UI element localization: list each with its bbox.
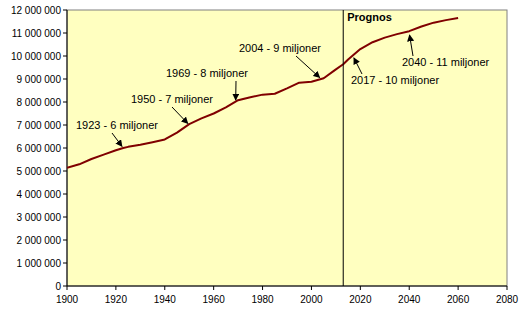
y-tick-label: 0 xyxy=(55,281,61,292)
x-tick-label: 2020 xyxy=(349,294,372,305)
y-tick xyxy=(63,194,67,195)
y-tick xyxy=(63,56,67,57)
y-tick-label: 3 000 000 xyxy=(17,212,62,223)
x-tick-label: 1940 xyxy=(154,294,177,305)
annotation-label: 2040 - 11 miljoner xyxy=(402,56,490,68)
x-tick-label: 1980 xyxy=(251,294,274,305)
x-tick-label: 2080 xyxy=(496,294,519,305)
y-tick-label: 10 000 000 xyxy=(11,51,61,62)
y-tick xyxy=(63,240,67,241)
x-tick xyxy=(409,286,410,290)
x-tick xyxy=(213,286,214,290)
annotation-label: 1969 - 8 miljoner xyxy=(166,67,248,79)
y-tick-label: 8 000 000 xyxy=(17,97,62,108)
chart-svg: 0 1 000 000 2 000 000 3 000 000 4 000 000 5 0… xyxy=(0,0,526,319)
y-tick xyxy=(63,33,67,34)
x-tick-label: 1900 xyxy=(56,294,79,305)
annotation-label: 2017 - 10 miljoner xyxy=(351,74,439,86)
x-tick xyxy=(164,286,165,290)
x-tick-label: 1960 xyxy=(203,294,226,305)
background xyxy=(0,0,526,319)
x-tick xyxy=(262,286,263,290)
y-tick xyxy=(63,125,67,126)
y-tick xyxy=(63,102,67,103)
y-tick xyxy=(63,79,67,80)
y-tick-label: 11 000 000 xyxy=(12,28,62,39)
y-tick xyxy=(63,171,67,172)
y-tick-label: 2 000 000 xyxy=(17,235,62,246)
plot-area xyxy=(67,10,507,286)
x-tick-label: 2060 xyxy=(447,294,470,305)
y-tick xyxy=(63,286,67,287)
x-tick-label: 2000 xyxy=(300,294,323,305)
annotation-label: 1950 - 7 miljoner xyxy=(131,93,213,105)
y-tick-label: 4 000 000 xyxy=(17,189,62,200)
y-tick xyxy=(63,263,67,264)
annotation-arrow xyxy=(354,58,362,74)
x-tick xyxy=(458,286,459,290)
annotation-arrow xyxy=(235,81,236,100)
annotation-arrow xyxy=(296,56,320,78)
x-axis xyxy=(67,286,507,287)
x-tick xyxy=(360,286,361,290)
x-tick xyxy=(67,286,68,290)
y-tick-label: 9 000 000 xyxy=(17,74,62,85)
y-tick xyxy=(63,10,67,11)
annotation-arrow xyxy=(410,35,413,56)
y-tick-label: 6 000 000 xyxy=(17,143,62,154)
annotation-arrow xyxy=(112,133,122,146)
chart-container: 0 1 000 000 2 000 000 3 000 000 4 000 000 5 0… xyxy=(0,0,526,319)
x-tick-label: 2040 xyxy=(398,294,421,305)
plot-marks xyxy=(67,18,458,168)
x-tick xyxy=(311,286,312,290)
annotation-arrow xyxy=(172,107,188,124)
y-tick xyxy=(63,217,67,218)
population-line xyxy=(67,18,458,168)
annotation-label: 2004 - 9 miljoner xyxy=(239,42,321,54)
forecast-label: Prognos xyxy=(347,11,392,23)
y-tick-label: 1 000 000 xyxy=(17,258,62,269)
y-tick-label: 7 000 000 xyxy=(17,120,62,131)
x-tick xyxy=(507,286,508,290)
y-axis xyxy=(67,10,68,286)
y-tick-label: 12 000 000 xyxy=(11,5,61,16)
forecast-line xyxy=(343,10,344,286)
y-tick xyxy=(63,148,67,149)
annotation-label: 1923 - 6 miljoner xyxy=(76,119,158,131)
y-tick-label: 5 000 000 xyxy=(17,166,62,177)
x-tick xyxy=(115,286,116,290)
x-tick-label: 1920 xyxy=(105,294,128,305)
